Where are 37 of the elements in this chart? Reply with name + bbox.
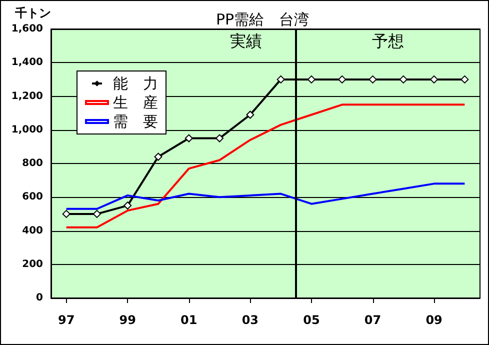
point bbox=[154, 152, 162, 161]
point bbox=[124, 202, 132, 210]
x-tick-label: 03 bbox=[242, 313, 259, 327]
y-tick-label: 1,400 bbox=[11, 57, 44, 68]
annotation: 予想 bbox=[372, 32, 404, 50]
x-tick-label: 07 bbox=[364, 313, 382, 327]
y-tick-label: 600 bbox=[22, 192, 44, 203]
point bbox=[92, 210, 101, 218]
annotation: 実績 bbox=[230, 32, 262, 50]
point bbox=[338, 75, 346, 84]
x-tick-label: 05 bbox=[303, 313, 320, 327]
legend-label: 需 要 bbox=[113, 112, 158, 130]
chart-title: PP需給 台湾 bbox=[216, 10, 310, 28]
y-tick-label: 400 bbox=[22, 225, 44, 236]
point bbox=[460, 75, 469, 84]
x-tick-label: 09 bbox=[426, 313, 442, 327]
point bbox=[430, 75, 438, 84]
point bbox=[399, 75, 408, 84]
x-tick-label: 01 bbox=[180, 313, 198, 327]
y-tick-label: 1,000 bbox=[11, 124, 44, 136]
point bbox=[62, 210, 70, 218]
x-tick-label: 97 bbox=[58, 313, 75, 327]
y-tick-label: 800 bbox=[22, 158, 44, 169]
y-tick-label: 200 bbox=[22, 258, 44, 270]
point bbox=[307, 75, 316, 84]
y-axis-title: 千トン bbox=[14, 6, 51, 20]
legend-label: 生 産 bbox=[113, 94, 158, 112]
point bbox=[276, 75, 285, 84]
point bbox=[216, 134, 224, 142]
y-tick-label: 1,600 bbox=[11, 24, 44, 34]
y-tick-label: 0 bbox=[36, 292, 44, 304]
point bbox=[368, 75, 377, 84]
y-tick-label: 1,200 bbox=[11, 90, 44, 102]
x-tick-label: 99 bbox=[119, 313, 136, 327]
point bbox=[246, 110, 254, 119]
legend-label: 能 力 bbox=[113, 74, 158, 92]
point bbox=[184, 134, 193, 142]
